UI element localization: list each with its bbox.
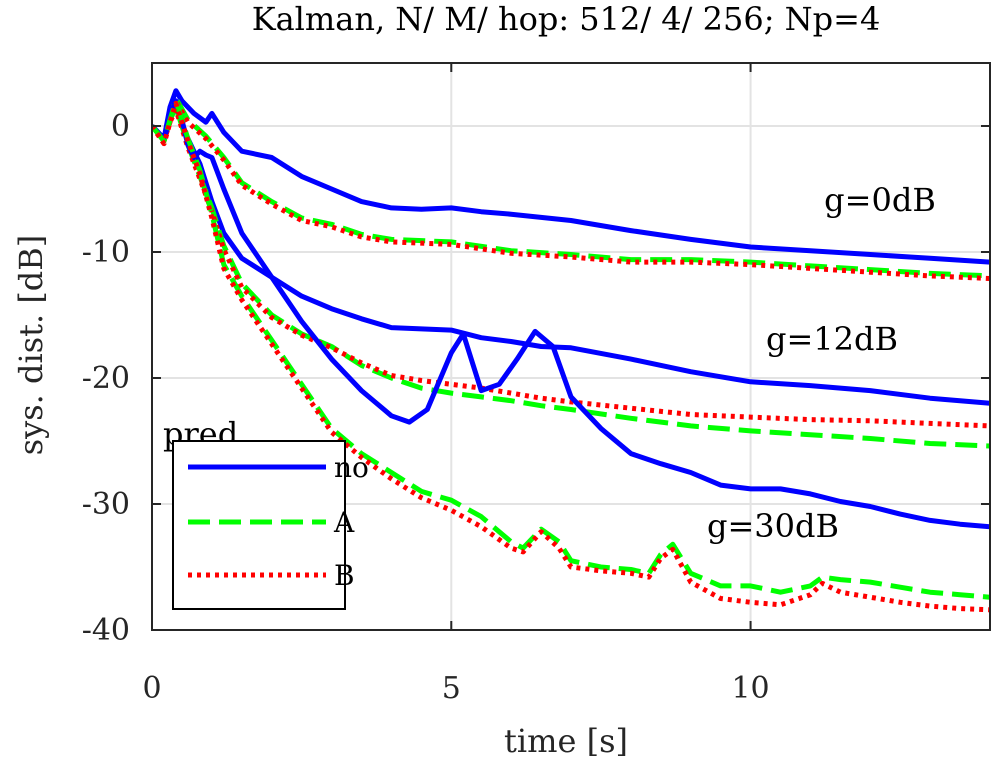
legend: no A B bbox=[172, 440, 369, 610]
legend-label-no: no bbox=[334, 451, 369, 484]
y-tick-label-2: -20 bbox=[82, 361, 130, 396]
annotation-g0: g=0dB bbox=[824, 181, 936, 219]
series-line-g0db-no bbox=[152, 88, 990, 265]
y-tick-label-1: -10 bbox=[82, 235, 130, 270]
legend-label-b: B bbox=[334, 559, 355, 592]
y-axis-label: sys. dist. [dB] bbox=[12, 235, 50, 456]
y-tick-label-4: -40 bbox=[82, 613, 130, 648]
y-tick-label-3: -30 bbox=[82, 487, 130, 522]
chart-title: Kalman, N/ M/ hop: 512/ 4/ 256; Np=4 bbox=[252, 0, 881, 38]
series-line-g30db-b bbox=[152, 100, 990, 613]
legend-label-a: A bbox=[333, 506, 355, 539]
x-tick-label-0: 0 bbox=[142, 671, 161, 706]
annotation-g30: g=30dB bbox=[707, 507, 839, 545]
plot-frame bbox=[151, 62, 991, 631]
series-line-g30db-a bbox=[152, 98, 990, 600]
x-tick-label-2: 10 bbox=[731, 671, 769, 706]
series-layer bbox=[152, 88, 990, 613]
series-line-g0db-b bbox=[152, 98, 990, 281]
series-line-g30db-no bbox=[152, 98, 990, 530]
y-tick-label-0: 0 bbox=[111, 109, 130, 144]
ticks: 0 5 10 0 -10 -20 -30 -40 bbox=[82, 63, 990, 706]
x-axis-label: time [s] bbox=[504, 722, 628, 760]
x-tick-label-1: 5 bbox=[442, 671, 461, 706]
annotation-g12: g=12dB bbox=[766, 320, 898, 358]
